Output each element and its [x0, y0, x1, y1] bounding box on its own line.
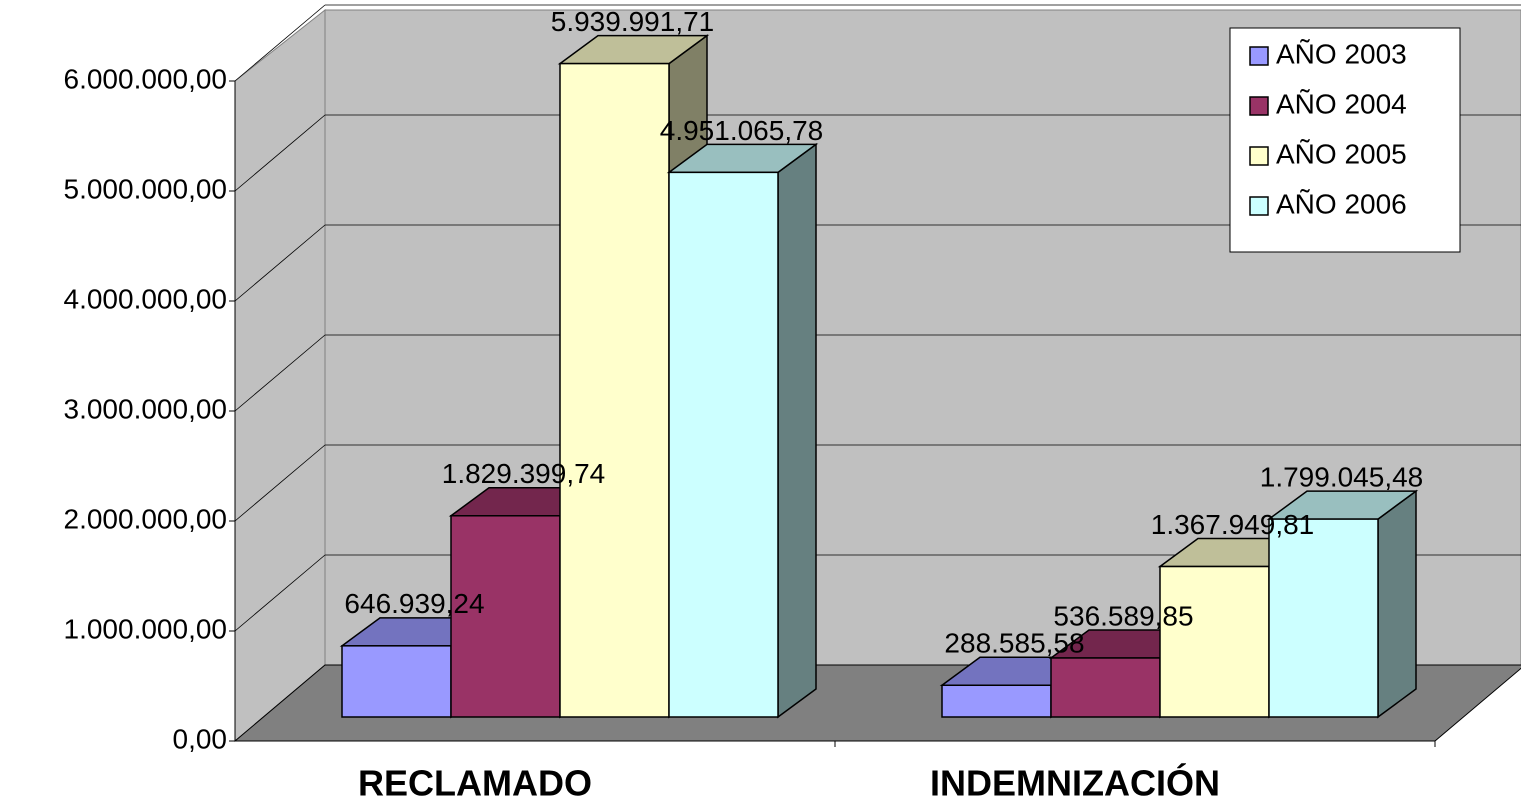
- bar: [1268, 518, 1379, 718]
- grid-line: [234, 114, 326, 192]
- data-label: 288.585,58: [944, 628, 1084, 659]
- data-label: 1.367.949,81: [1151, 509, 1315, 540]
- y-tick-label: 4.000.000,00: [64, 283, 228, 314]
- data-label: 646.939,24: [344, 588, 484, 619]
- bar: [559, 62, 670, 718]
- legend-label: AÑO 2003: [1276, 38, 1407, 69]
- bar: [450, 515, 561, 718]
- y-tick-label: 6.000.000,00: [64, 63, 228, 94]
- x-tick-label: INDEMNIZACIÓN: [930, 762, 1220, 804]
- legend-swatch: [1249, 96, 1269, 116]
- bar: [1159, 565, 1270, 718]
- bar: [1050, 657, 1161, 718]
- legend-label: AÑO 2004: [1276, 88, 1407, 119]
- grid-line: [234, 334, 326, 412]
- data-label: 536.589,85: [1053, 600, 1193, 631]
- bar: [341, 645, 452, 718]
- grid-line: [234, 444, 326, 522]
- data-label: 5.939.991,71: [551, 6, 715, 37]
- x-tick-label: RECLAMADO: [358, 763, 592, 804]
- legend-swatch: [1249, 46, 1269, 66]
- data-label: 1.829.399,74: [442, 458, 606, 489]
- grid-line: [234, 224, 326, 302]
- y-tick-label: 2.000.000,00: [64, 503, 228, 534]
- grid-line: [234, 554, 326, 632]
- legend-swatch: [1249, 146, 1269, 166]
- data-label: 4.951.065,78: [660, 115, 824, 146]
- legend-label: AÑO 2005: [1276, 138, 1407, 169]
- side-wall: [234, 8, 326, 743]
- bar-side: [1377, 489, 1417, 719]
- legend-swatch: [1249, 196, 1269, 216]
- bar: [941, 684, 1052, 718]
- bar-side: [777, 142, 817, 719]
- y-tick-label: 5.000.000,00: [64, 173, 228, 204]
- bar: [668, 171, 779, 718]
- y-tick-label: 3.000.000,00: [64, 393, 228, 424]
- data-label: 1.799.045,48: [1260, 461, 1424, 492]
- y-tick-label: 1.000.000,00: [64, 613, 228, 644]
- grid-line: [234, 4, 326, 82]
- legend-label: AÑO 2006: [1276, 188, 1407, 219]
- y-tick-label: 0,00: [173, 723, 228, 754]
